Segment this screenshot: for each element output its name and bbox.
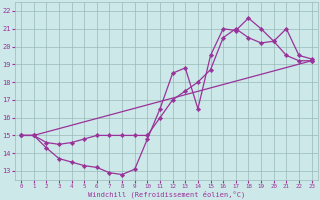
X-axis label: Windchill (Refroidissement éolien,°C): Windchill (Refroidissement éolien,°C) [88, 190, 245, 198]
